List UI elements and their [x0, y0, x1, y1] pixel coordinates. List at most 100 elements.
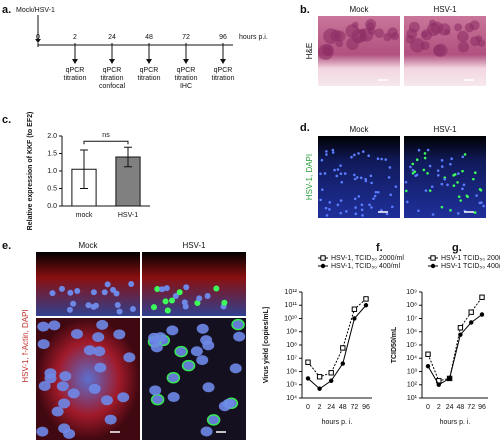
nucleus: [374, 190, 378, 194]
legend-marker: [430, 255, 436, 261]
nucleus: [352, 173, 356, 177]
nucleus: [372, 197, 375, 200]
nucleus: [339, 211, 343, 215]
nucleus: [354, 206, 357, 209]
cell-nucleus: [36, 426, 49, 437]
nucleus: [473, 211, 477, 214]
nucleus: [426, 148, 430, 152]
nucleus: [361, 214, 364, 217]
legend-marker: [320, 255, 326, 261]
cell-nucleus: [167, 392, 180, 403]
top-nucleus: [128, 281, 135, 288]
nucleus: [359, 176, 363, 180]
series-line: [307, 304, 367, 390]
nucleus: [462, 183, 466, 187]
y-tick-label: 10¹⁰: [284, 314, 297, 322]
cell-nucleus: [37, 321, 50, 332]
nucleus: [339, 199, 343, 202]
significance-bracket: [83, 140, 129, 145]
nucleus: [440, 182, 444, 186]
nucleus: [325, 214, 329, 217]
nucleus: [456, 181, 459, 184]
x-tick-label: HSV-1: [118, 212, 138, 219]
cell-nucleus: [206, 414, 221, 426]
series-line: [427, 314, 483, 386]
nucleus: [457, 212, 460, 215]
top-nucleus: [74, 287, 81, 294]
x-axis-label: hours p. i.: [440, 419, 471, 426]
cell-nucleus: [222, 398, 235, 409]
point: [363, 296, 369, 302]
y-tick-label: 0.5: [47, 185, 57, 192]
x-tick-label: 96: [362, 404, 370, 411]
nucleus: [449, 209, 452, 212]
cell-nucleus: [70, 328, 83, 339]
nucleus: [437, 174, 440, 177]
nucleus: [353, 197, 357, 201]
nucleus: [463, 153, 467, 156]
top-nucleus: [183, 284, 190, 291]
nucleus: [357, 152, 360, 155]
annotation: ns: [102, 132, 110, 139]
nucleus: [331, 148, 335, 152]
top-nucleus: [154, 286, 161, 293]
nucleus: [380, 209, 383, 212]
nucleus: [361, 150, 365, 153]
event-label: confocal: [99, 83, 126, 90]
timeline-tick-label: 24: [108, 34, 116, 41]
image-title: HSV-1: [433, 5, 457, 14]
nucleus: [404, 189, 408, 193]
cell-nucleus: [48, 320, 61, 331]
cell-nucleus: [93, 346, 106, 357]
nucleus: [350, 155, 353, 159]
timeline-tick-label: 0: [36, 34, 40, 41]
nucleus: [436, 169, 440, 172]
tissue-blob: [405, 34, 415, 44]
nucleus: [411, 168, 415, 172]
top-nucleus: [114, 302, 121, 309]
arrow-head: [109, 59, 115, 64]
nucleus: [353, 153, 356, 157]
y-tick-label: 10³: [407, 368, 418, 375]
cell-nucleus: [94, 362, 107, 373]
panel-label: c.: [2, 114, 11, 126]
nucleus: [475, 194, 478, 197]
cell-nucleus: [166, 325, 179, 336]
cell-nucleus: [58, 398, 71, 409]
legend-marker: [430, 263, 436, 269]
nucleus: [321, 188, 324, 191]
point: [329, 378, 334, 383]
cell-nucleus: [104, 414, 117, 425]
nucleus: [376, 190, 380, 194]
stain-label: HSV-1, DAPI: [305, 154, 314, 200]
y-axis-label: Relative expression of KKF (to EF2): [27, 112, 34, 231]
cell-nucleus: [56, 381, 69, 392]
tissue-blob: [458, 41, 470, 53]
nucleus: [461, 187, 464, 191]
arrow-head: [146, 59, 152, 64]
nucleus: [328, 201, 332, 204]
point: [447, 376, 452, 381]
legend-label: HSV-1, TCID₅₀ 2000/ml: [331, 255, 404, 262]
nucleus: [345, 210, 348, 213]
nucleus: [440, 165, 444, 168]
panel-label: d.: [300, 122, 310, 134]
tissue-blob: [352, 21, 359, 29]
tissue-blob: [454, 23, 463, 32]
nucleus: [411, 171, 415, 175]
point: [425, 351, 431, 357]
top-nucleus: [204, 293, 211, 300]
nucleus: [440, 159, 444, 162]
tissue-blob: [387, 27, 398, 38]
error-bar: [80, 149, 88, 189]
top-nucleus: [150, 304, 157, 311]
y-tick-label: 10²: [407, 382, 418, 389]
point: [458, 332, 463, 337]
nucleus: [380, 157, 383, 161]
nucleus: [478, 188, 482, 191]
cell-nucleus: [150, 393, 165, 406]
tissue-blob: [335, 39, 344, 48]
point: [425, 364, 431, 369]
legend-label: HSV-1 TCID₅₀ 2000/ml: [441, 255, 500, 262]
event-label: qPCR: [140, 67, 159, 74]
